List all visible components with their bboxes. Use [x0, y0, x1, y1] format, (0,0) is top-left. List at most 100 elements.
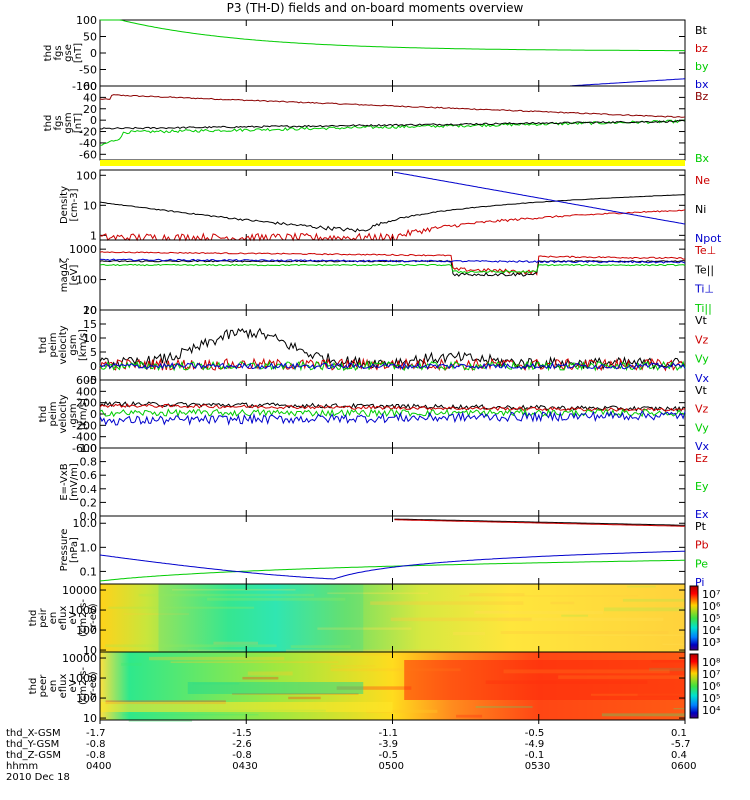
y-axis-label: en [48, 680, 59, 693]
y-axis-label: eV [68, 611, 79, 624]
y-tick-label: -60 [79, 148, 97, 161]
legend-Vz: Vz [695, 333, 709, 346]
spectrogram-texture [170, 661, 339, 663]
y-tick-label: 0 [90, 408, 97, 421]
ephemeris-value: -1.7 [86, 728, 106, 739]
plot-title: P3 (TH-D) fields and on-board moments ov… [226, 1, 524, 15]
ephemeris-value: -1.1 [378, 728, 399, 739]
colorbar-label: 10⁷ [702, 668, 720, 681]
y-axis-label: thd [43, 45, 54, 62]
plot-date: 2010 Dec 18 [6, 772, 70, 783]
ephemeris-value: -0.8 [86, 739, 106, 750]
y-tick-label: 20 [83, 103, 97, 116]
spectrogram-texture [149, 656, 285, 661]
panel-frame [99, 239, 686, 311]
spectrogram-texture [475, 706, 533, 708]
y-axis-label: Pressure [59, 529, 70, 572]
ephemeris-value: -0.8 [86, 750, 106, 761]
ephemeris-value: 0430 [232, 761, 258, 772]
spectrogram-peir_spec [100, 584, 685, 652]
series-line-black-trace [99, 119, 686, 130]
ephemeris-value: 0.4 [671, 750, 687, 761]
spectrogram-texture [459, 595, 639, 597]
legend-Vy: Vy [695, 421, 709, 434]
y-tick-label: 100 [76, 624, 97, 637]
y-tick-label: 1 [90, 229, 97, 242]
legend-Ez: Ez [695, 452, 708, 465]
spectrogram-texture [123, 613, 189, 615]
legend-Te||: Te|| [694, 263, 714, 276]
y-axis-label: [eV] [69, 265, 80, 286]
y-tick-label: 40 [83, 91, 97, 104]
y-tick-label: 15 [83, 318, 97, 331]
spectrogram-texture [327, 592, 429, 595]
y-tick-label: -100 [72, 80, 97, 93]
ephemeris-value: -0.5 [524, 728, 545, 739]
y-tick-label: 60 [83, 80, 97, 93]
spectrogram-texture [469, 593, 525, 596]
series-line-bx [569, 78, 686, 87]
spectrogram-texture [121, 662, 142, 666]
spectrogram-texture [317, 627, 412, 630]
y-tick-label: 10 [83, 332, 97, 345]
y-tick-label: 100 [76, 169, 97, 182]
spectrogram-texture [500, 631, 669, 634]
y-axis-label: velocity [58, 394, 69, 433]
panel-fgs_gse: 100 50 0 -50 -100 thd fgs gse [nT] Bt bz by bx [43, 14, 709, 93]
legend-Vt: Vt [695, 314, 708, 327]
y-axis-label: peim [48, 332, 59, 357]
y-tick-label: 10000 [62, 584, 97, 597]
legend-Ne: Ne [695, 174, 710, 187]
spectrogram-texture [122, 714, 259, 716]
spectrogram-texture [673, 708, 685, 710]
ephemeris-label: hhmm [6, 761, 39, 772]
y-tick-label: 1.0 [80, 541, 98, 554]
y-axis-label: magΔζ [59, 258, 70, 293]
spectrogram-texture [453, 631, 486, 636]
spectrogram-texture [285, 649, 440, 653]
y-tick-label: 1000 [69, 243, 97, 256]
spectrogram-texture [622, 598, 685, 602]
panel-pressure: 10.0 1.0 0.1 Pressure [nPa] Pt Pb Pe Pi [59, 515, 709, 589]
y-axis-label: sr-eV) [88, 671, 99, 700]
y-axis-label: velocity [58, 325, 69, 364]
series-line-Vx [99, 361, 686, 370]
ephemeris-label: thd_Y-GSM [6, 739, 60, 750]
colorbar-label: 10⁵ [702, 692, 720, 705]
legend-Ni: Ni [695, 203, 706, 216]
spectrogram-texture [475, 610, 509, 614]
spectrogram-feature [404, 660, 685, 700]
spectrogram-texture [662, 643, 685, 645]
y-axis-label: gsm [68, 403, 79, 424]
panel-frame [99, 85, 686, 161]
legend-bx: bx [695, 78, 709, 91]
ephemeris-value: -4.9 [524, 739, 545, 750]
y-tick-label: 200 [76, 397, 97, 410]
y-tick-label: 50 [83, 31, 97, 44]
y-tick-label: 1000 [69, 604, 97, 617]
spectrogram-texture [366, 709, 438, 713]
colorbar-label: 10⁷ [702, 588, 720, 601]
panel-temperature: 1000 100 10 magΔζ [eV] Te⊥ Te|| Ti⊥ Ti|| [59, 239, 716, 317]
legend-Vx: Vx [695, 440, 710, 453]
spectrogram-texture [290, 645, 351, 648]
colorbar [689, 585, 699, 651]
y-tick-label: 5 [90, 346, 97, 359]
y-axis-label: Density [59, 186, 70, 224]
y-axis-label: [km/s] [78, 398, 89, 430]
y-tick-label: -400 [72, 431, 97, 444]
mode-bar [100, 160, 685, 166]
ephemeris-value: -0.8 [232, 750, 252, 761]
y-axis-label: fgs [53, 115, 64, 130]
y-tick-label: -50 [79, 64, 97, 77]
y-tick-label: -40 [79, 137, 97, 150]
y-tick-label: 10 [83, 199, 97, 212]
y-axis-label: thd [28, 610, 39, 627]
y-axis-label: peim [48, 401, 59, 426]
y-tick-label: 0.4 [80, 483, 98, 496]
y-axis-label: [km/s] [78, 329, 89, 361]
series-line-Pe [99, 559, 685, 582]
spectrogram-texture [105, 644, 277, 648]
